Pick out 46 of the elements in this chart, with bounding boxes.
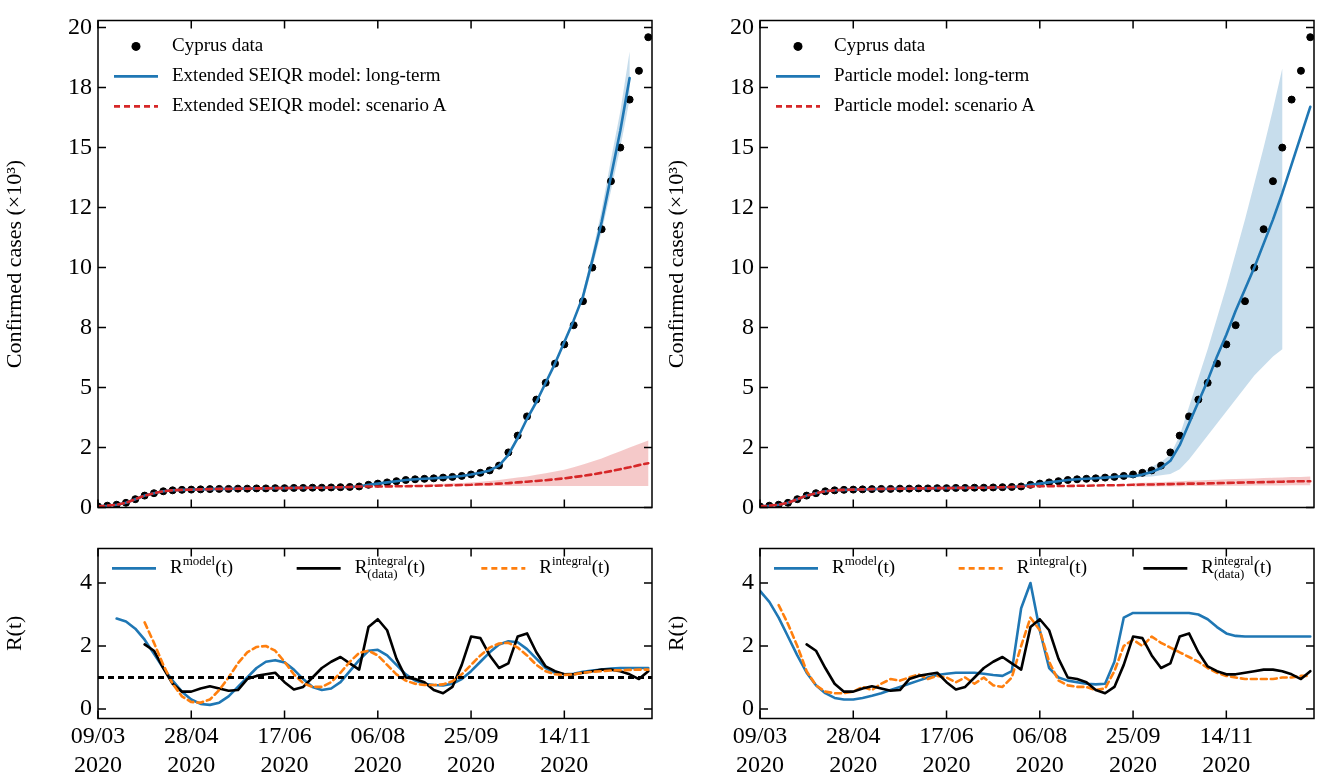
y-tick-label: 12 (68, 192, 92, 219)
x-tick-label: 25/09 2020 (1105, 722, 1161, 777)
x-tick-label: 17/06 2020 (257, 722, 312, 777)
y-tick-label: 20 (730, 12, 754, 39)
y-tick-label: 5 (742, 372, 754, 399)
y-tick-label: 8 (80, 312, 92, 339)
legend-label: Particle model: long-term (834, 64, 1030, 86)
y-tick-label: 2 (742, 631, 754, 658)
y-tick-label: 18 (730, 72, 754, 99)
legend-label: Extended SEIQR model: long-term (172, 64, 441, 86)
y-tick-label: 8 (742, 312, 754, 339)
x-tick-label: 17/06 2020 (919, 722, 974, 777)
y-tick-label: 5 (80, 372, 92, 399)
y-tick-label: 18 (68, 72, 92, 99)
y-tick-label: 10 (68, 252, 92, 279)
y-tick-label: 0 (742, 694, 754, 721)
y-tick-label: 15 (68, 132, 92, 159)
x-tick-label: 09/03 2020 (732, 722, 788, 777)
legend-label: Cyprus data (834, 34, 926, 56)
y-tick-label: 0 (742, 492, 754, 519)
legend-label: Extended SEIQR model: scenario A (172, 94, 447, 116)
y-tick-label: 15 (730, 132, 754, 159)
y-tick-label: 0 (80, 694, 92, 721)
x-tick-label: 06/08 2020 (1012, 722, 1068, 777)
x-tick-label: 28/04 2020 (825, 722, 881, 777)
y-tick-label: 2 (80, 631, 92, 658)
y-tick-label: 0 (80, 492, 92, 519)
y-axis-title: R(t) (0, 615, 26, 652)
y-tick-label: 4 (80, 568, 92, 595)
x-tick-label: 25/09 2020 (443, 722, 499, 777)
x-tick-label: 14/11 2020 (1199, 722, 1254, 777)
y-tick-label: 2 (80, 432, 92, 459)
x-tick-label: 28/04 2020 (163, 722, 219, 777)
y-tick-label: 2 (742, 432, 754, 459)
y-tick-label: 20 (68, 12, 92, 39)
x-tick-label: 06/08 2020 (350, 722, 406, 777)
legend-label: Particle model: scenario A (834, 94, 1036, 116)
legend-label: Cyprus data (172, 34, 264, 56)
y-tick-label: 4 (742, 568, 754, 595)
y-axis-title: R(t) (662, 615, 688, 652)
x-tick-label: 09/03 2020 (70, 722, 126, 777)
y-tick-label: 10 (730, 252, 754, 279)
x-tick-label: 14/11 2020 (537, 722, 592, 777)
y-axis-title: Confirmed cases (×10³) (0, 159, 26, 369)
y-axis-title: Confirmed cases (×10³) (662, 159, 688, 369)
y-tick-label: 12 (730, 192, 754, 219)
